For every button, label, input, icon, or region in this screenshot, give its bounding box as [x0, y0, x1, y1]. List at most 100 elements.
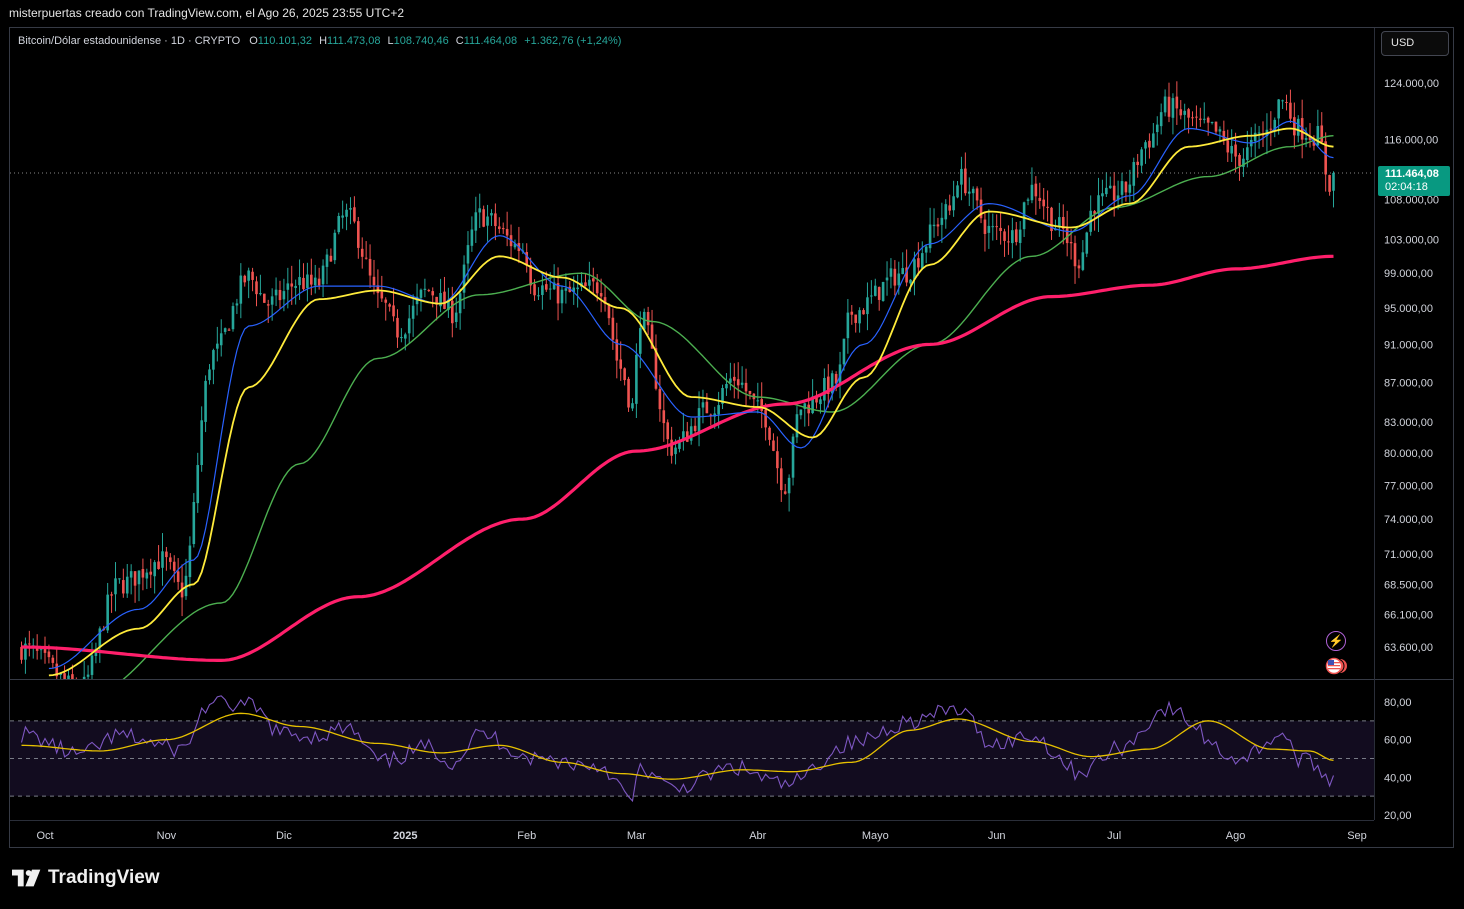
candle-body	[678, 439, 681, 449]
candle	[1097, 177, 1100, 232]
candle	[1050, 206, 1053, 240]
candle	[165, 546, 168, 571]
candle	[920, 241, 924, 271]
candle	[266, 299, 270, 323]
candle-body	[1097, 195, 1100, 214]
candle	[936, 217, 940, 237]
candle-body	[529, 265, 532, 286]
symbol-title[interactable]: Bitcoin/Dólar estadounidense · 1D · CRYP…	[18, 35, 241, 47]
candle-body	[231, 306, 235, 330]
candle-body	[404, 334, 407, 339]
candle	[517, 226, 521, 264]
tradingview-brand[interactable]: TradingView	[12, 867, 160, 889]
candle-body	[329, 255, 333, 262]
candle-body	[451, 300, 454, 324]
candle	[1269, 111, 1273, 146]
candle-body	[1140, 149, 1143, 166]
candle	[118, 578, 121, 584]
lightning-icon[interactable]: ⚡	[1326, 631, 1346, 651]
candle-body	[368, 258, 372, 276]
candle-body	[776, 451, 779, 469]
candle	[783, 483, 787, 495]
last-price-value: 111.464,08	[1385, 168, 1439, 180]
candle	[701, 389, 705, 424]
candle	[905, 249, 908, 287]
candle-body	[435, 296, 438, 305]
candle	[505, 211, 509, 247]
candle-body	[129, 571, 133, 578]
close-value: 111.464,08	[463, 35, 518, 47]
candle	[917, 242, 920, 276]
candle-body	[541, 285, 544, 295]
candle	[169, 553, 172, 570]
candle	[392, 287, 395, 322]
candle	[1285, 94, 1288, 111]
candle	[584, 274, 587, 287]
candle-body	[345, 209, 348, 217]
candle	[329, 248, 333, 262]
time-axis-tick: 2025	[393, 830, 417, 842]
candle-body	[1105, 187, 1108, 195]
candle-body	[627, 378, 630, 408]
candle-body	[1226, 140, 1230, 153]
candle	[94, 642, 98, 664]
candle-body	[98, 628, 102, 648]
candle-body	[310, 274, 313, 285]
candle-body	[239, 275, 243, 304]
candle-body	[470, 229, 474, 246]
candle-body	[478, 208, 482, 213]
candle	[599, 278, 603, 313]
candle-body	[525, 252, 529, 266]
us-flag-icon[interactable]	[1325, 656, 1347, 676]
candle	[325, 248, 329, 285]
time-axis-tick: Nov	[157, 830, 177, 842]
candle-body	[298, 277, 301, 286]
candle	[666, 419, 670, 456]
ma-slow-line	[122, 135, 1334, 679]
candle	[223, 327, 227, 335]
candle	[1058, 202, 1061, 237]
candle-body	[35, 646, 39, 651]
candle	[893, 260, 897, 296]
candle	[678, 436, 681, 453]
candle	[576, 274, 579, 308]
candle-body	[1038, 197, 1042, 201]
candle	[1124, 181, 1128, 202]
candle	[725, 373, 728, 396]
candle	[697, 391, 701, 447]
candle-body	[560, 289, 564, 304]
candle	[1281, 99, 1284, 109]
candle	[740, 366, 744, 389]
candle	[858, 307, 861, 333]
price-axis-tick: 66.100,00	[1384, 609, 1433, 621]
candle	[20, 641, 23, 664]
candle-body	[1124, 181, 1128, 193]
candle-body	[591, 278, 595, 282]
candle-body	[607, 304, 611, 319]
candle-body	[1148, 140, 1151, 148]
candle-body	[1230, 145, 1233, 154]
candle-body	[86, 674, 90, 677]
candle	[313, 264, 317, 294]
candle-body	[658, 389, 662, 410]
candle-body	[415, 296, 419, 305]
candle	[384, 297, 388, 321]
candle	[627, 376, 630, 412]
candle	[631, 398, 634, 412]
candle-body	[192, 501, 196, 545]
candle	[1293, 102, 1296, 149]
candle-body	[1210, 121, 1214, 123]
candle	[1234, 132, 1237, 173]
candle	[141, 558, 145, 591]
candle-body	[1034, 183, 1038, 197]
candle	[513, 239, 517, 250]
candle	[501, 222, 505, 234]
candle-body	[106, 594, 109, 631]
candle-body	[306, 274, 309, 289]
candle-body	[419, 289, 423, 298]
candle-body	[376, 285, 380, 294]
currency-selector[interactable]: USD	[1381, 31, 1449, 56]
tradingview-logo-icon	[12, 869, 41, 887]
candle	[1132, 157, 1136, 201]
